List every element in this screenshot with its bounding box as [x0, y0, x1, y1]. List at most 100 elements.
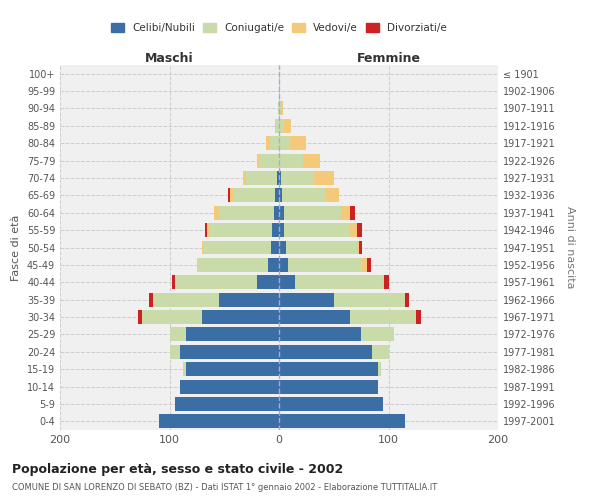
Bar [284, 119, 291, 133]
Bar [281, 171, 314, 185]
Text: Maschi: Maschi [145, 52, 194, 65]
Bar [153, 292, 219, 306]
Text: Popolazione per età, sesso e stato civile - 2002: Popolazione per età, sesso e stato civil… [12, 462, 343, 475]
Bar [383, 276, 384, 289]
Bar [207, 223, 209, 237]
Bar [279, 119, 284, 133]
Bar [416, 310, 421, 324]
Text: Femmine: Femmine [356, 52, 421, 65]
Bar [202, 310, 279, 324]
Bar [361, 328, 394, 342]
Bar [326, 188, 339, 202]
Bar [279, 276, 295, 289]
Bar [279, 328, 361, 342]
Bar [278, 102, 279, 116]
Bar [186, 328, 279, 342]
Bar [186, 362, 279, 376]
Bar [275, 188, 279, 202]
Bar [219, 206, 274, 220]
Bar [284, 206, 341, 220]
Bar [233, 188, 275, 202]
Bar [257, 154, 259, 168]
Bar [288, 258, 362, 272]
Bar [259, 154, 279, 168]
Bar [142, 310, 202, 324]
Bar [279, 188, 282, 202]
Bar [172, 276, 175, 289]
Bar [271, 240, 279, 254]
Bar [279, 258, 288, 272]
Bar [279, 414, 405, 428]
Bar [279, 240, 286, 254]
Legend: Celibi/Nubili, Coniugati/e, Vedovi/e, Divorziati/e: Celibi/Nubili, Coniugati/e, Vedovi/e, Di… [107, 19, 451, 38]
Bar [279, 136, 290, 150]
Text: COMUNE DI SAN LORENZO DI SEBATO (BZ) - Dati ISTAT 1° gennaio 2002 - Elaborazione: COMUNE DI SAN LORENZO DI SEBATO (BZ) - D… [12, 482, 437, 492]
Bar [303, 154, 320, 168]
Bar [279, 292, 334, 306]
Bar [202, 240, 203, 254]
Bar [227, 188, 230, 202]
Bar [282, 188, 326, 202]
Bar [149, 292, 153, 306]
Bar [279, 206, 284, 220]
Bar [274, 206, 279, 220]
Bar [359, 240, 362, 254]
Bar [138, 310, 142, 324]
Bar [230, 188, 233, 202]
Bar [276, 119, 279, 133]
Bar [377, 362, 381, 376]
Bar [182, 362, 186, 376]
Bar [350, 206, 355, 220]
Bar [279, 84, 280, 98]
Bar [279, 397, 383, 411]
Bar [205, 223, 207, 237]
Bar [341, 206, 350, 220]
Bar [384, 276, 389, 289]
Bar [270, 136, 279, 150]
Bar [362, 258, 367, 272]
Bar [295, 276, 383, 289]
Bar [334, 292, 405, 306]
Bar [284, 223, 350, 237]
Bar [257, 276, 279, 289]
Bar [272, 223, 279, 237]
Bar [268, 258, 279, 272]
Bar [367, 258, 371, 272]
Bar [170, 345, 181, 358]
Bar [279, 362, 377, 376]
Bar [170, 328, 186, 342]
Bar [181, 380, 279, 394]
Bar [279, 171, 281, 185]
Bar [175, 397, 279, 411]
Bar [181, 345, 279, 358]
Bar [219, 292, 279, 306]
Bar [372, 345, 389, 358]
Bar [266, 136, 270, 150]
Bar [203, 240, 271, 254]
Bar [175, 276, 257, 289]
Bar [350, 223, 357, 237]
Bar [158, 414, 279, 428]
Bar [279, 380, 377, 394]
Bar [279, 345, 372, 358]
Bar [314, 171, 334, 185]
Bar [279, 154, 303, 168]
Bar [405, 292, 409, 306]
Bar [281, 102, 283, 116]
Bar [286, 240, 357, 254]
Bar [243, 171, 246, 185]
Bar [279, 310, 350, 324]
Bar [277, 171, 279, 185]
Bar [279, 223, 284, 237]
Bar [275, 119, 276, 133]
Bar [197, 258, 268, 272]
Y-axis label: Anni di nascita: Anni di nascita [565, 206, 575, 289]
Bar [279, 102, 281, 116]
Bar [290, 136, 307, 150]
Bar [357, 240, 359, 254]
Bar [357, 223, 362, 237]
Bar [209, 223, 272, 237]
Bar [214, 206, 219, 220]
Y-axis label: Fasce di età: Fasce di età [11, 214, 21, 280]
Bar [246, 171, 277, 185]
